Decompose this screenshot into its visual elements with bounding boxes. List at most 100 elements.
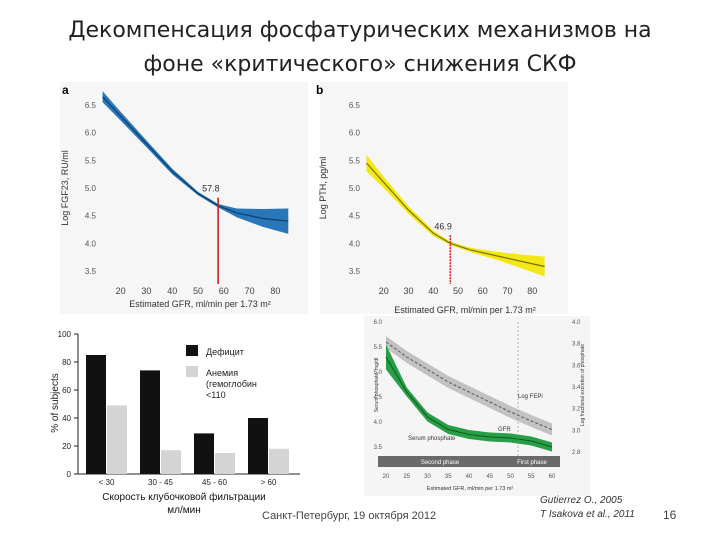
phos-xtick-label: 20 <box>383 474 390 480</box>
phos-ytick-right: 2.8 <box>572 450 581 456</box>
panel-d-series-label-phosphate: Serum phosphate <box>408 436 456 442</box>
chart-deficiency-bars: % of subjects 0 20 40 60 80 100 < 30 30 - 45 45… <box>50 330 300 516</box>
panel-a-annotation: 57.8 <box>202 184 220 194</box>
panel-b-xlabel: Estimated GFR, ml/min per 1.73 m² <box>394 305 536 315</box>
panel-c-xlabel-1: Скорость клубочковой фильтрации <box>102 491 266 503</box>
panel-a-ylabel: Log FGF23, RU/ml <box>60 150 70 226</box>
b-ytick-label: 6.0 <box>349 129 361 138</box>
a-ytick-label: 6.5 <box>85 101 97 110</box>
b-xtick-label: 60 <box>478 286 488 296</box>
panel-a-series-line <box>102 96 289 222</box>
a-ytick-label: 5.5 <box>85 156 97 165</box>
chart-fgf23: a Log FGF23, RU/ml Estimated GFR, ml/min… <box>60 83 289 309</box>
citation-line-1: Gutierrez O., 2005 <box>540 495 623 506</box>
phos-ytick-left: 4.5 <box>374 395 383 401</box>
bar-category-label: 30 - 45 <box>148 478 173 487</box>
phos-xtick-label: 50 <box>507 474 514 480</box>
bar-anemia <box>161 450 181 474</box>
bar-ytick-label: 40 <box>62 414 71 423</box>
legend-label-anemia-3: <110 <box>206 390 226 400</box>
a-ytick-label: 6.0 <box>85 129 97 138</box>
bar-deficit <box>194 433 214 474</box>
a-xtick-label: 40 <box>167 286 177 296</box>
legend-label-deficit: Дефицит <box>206 347 244 357</box>
phos-ytick-right: 3.8 <box>572 342 581 348</box>
b-xtick-label: 70 <box>502 286 512 296</box>
bar-category-label: < 30 <box>99 478 115 487</box>
b-ytick-label: 4.5 <box>349 212 361 221</box>
phos-xtick-label: 25 <box>403 474 410 480</box>
legend-swatch-deficit <box>186 345 198 356</box>
phos-xtick-label: 40 <box>466 474 473 480</box>
panel-d-xlabel: Estimated GFR, ml/min per 1.73 m² <box>427 486 514 492</box>
page-number: 16 <box>663 508 677 522</box>
phos-xtick-label: 30 <box>424 474 431 480</box>
b-ytick-label: 5.5 <box>349 156 361 165</box>
chart-phosphate: Serum phosphate, mg/dl Log fractional ex… <box>374 320 586 492</box>
phos-xtick-label: 60 <box>549 474 556 480</box>
panel-b-label: b <box>316 83 323 97</box>
panel-d-fepi-line <box>385 341 553 430</box>
panel-d-phosphate-band <box>386 344 552 452</box>
a-xtick-label: 50 <box>193 286 203 296</box>
panel-c-xlabel-2: мл/мин <box>167 505 200 516</box>
legend-label-anemia-1: Анемия <box>206 368 238 378</box>
panel-b-ylabel: Log PTH, pg/ml <box>318 157 328 220</box>
phos-xtick-label: 55 <box>528 474 535 480</box>
b-xtick-label: 50 <box>453 286 463 296</box>
bar-anemia <box>107 405 127 474</box>
panel-b-background <box>320 82 568 314</box>
bar-ytick-label: 60 <box>62 386 71 395</box>
legend-swatch-anemia <box>186 366 198 377</box>
bar-deficit <box>140 370 160 474</box>
bar-ytick-label: 100 <box>58 330 72 339</box>
a-xtick-label: 80 <box>270 286 280 296</box>
phos-ytick-left: 5.0 <box>374 370 383 376</box>
title-line-2: фоне «критического» снижения СКФ <box>143 52 577 77</box>
b-ytick-label: 5.0 <box>349 184 361 193</box>
bar-deficit <box>86 355 106 474</box>
b-ytick-label: 6.5 <box>349 101 361 110</box>
a-ytick-label: 4.0 <box>85 239 97 248</box>
panel-d-fepi-band <box>386 336 552 436</box>
citation: Gutierrez O., 2005 T Isakova et al., 201… <box>540 494 635 522</box>
a-xtick-label: 70 <box>245 286 255 296</box>
panel-d-background <box>364 316 590 496</box>
panel-d-phase-second: Second phase <box>421 460 460 466</box>
panel-d-phosphate-line <box>385 356 553 448</box>
bar-ytick-label: 0 <box>67 470 72 479</box>
phos-ytick-right: 3.2 <box>572 407 581 413</box>
phos-ytick-left: 5.5 <box>374 345 383 351</box>
panel-d-phase-bar <box>378 456 560 467</box>
bar-category-label: 45 - 60 <box>202 478 227 487</box>
citation-line-2: T Isakova et al., 2011 <box>540 509 635 520</box>
bar-anemia <box>269 448 289 474</box>
slide-title: Декомпенсация фосфатурических механизмов… <box>40 14 680 82</box>
phos-ytick-left: 3.5 <box>374 445 383 451</box>
panel-d-series-label-fepi: Log FEPi <box>518 394 543 400</box>
a-xtick-label: 30 <box>141 286 151 296</box>
bar-anemia <box>215 453 235 474</box>
b-xtick-label: 80 <box>527 286 537 296</box>
a-xtick-label: 60 <box>219 286 229 296</box>
panel-d-ylabel-right: Log fractional excretion of phosphate <box>580 344 586 426</box>
panel-d-phase-first: First phase <box>517 460 547 466</box>
bar-deficit <box>248 418 268 474</box>
phos-xtick-label: 45 <box>486 474 493 480</box>
title-line-1: Декомпенсация фосфатурических механизмов… <box>68 18 652 43</box>
b-xtick-label: 40 <box>428 286 438 296</box>
b-ytick-label: 3.5 <box>349 267 361 276</box>
panel-c-ylabel: % of subjects <box>50 373 61 432</box>
a-ytick-label: 3.5 <box>85 267 97 276</box>
a-xtick-label: 20 <box>116 286 126 296</box>
legend-label-anemia-2: (гемоглобин <box>206 379 257 389</box>
phos-ytick-right: 3.6 <box>572 363 581 369</box>
phos-ytick-right: 4.0 <box>572 320 581 326</box>
panel-a-xlabel: Estimated GFR, ml/min per 1.73 m² <box>129 299 271 309</box>
phos-ytick-left: 6.0 <box>374 320 383 326</box>
b-xtick-label: 30 <box>404 286 414 296</box>
panel-b-series-line <box>366 162 545 268</box>
phos-ytick-right: 3.4 <box>572 385 581 391</box>
phos-xtick-label: 35 <box>445 474 452 480</box>
